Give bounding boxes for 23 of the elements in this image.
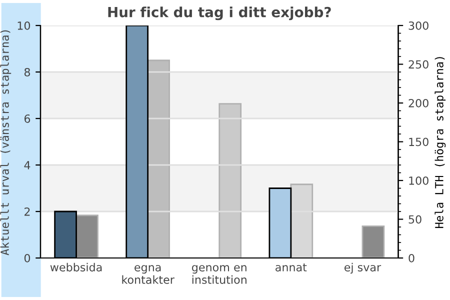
y2-tick-label: 300 [408, 21, 428, 30]
y2-tick-label: 150 [409, 138, 428, 146]
y-tick-label: 4 [24, 161, 30, 170]
x-tick-label: ej svar [344, 262, 382, 274]
chart-title: Hur fick du tag i ditt exjobb? [108, 6, 331, 20]
y-tick-label: 8 [24, 68, 30, 76]
bar [218, 103, 242, 258]
y-axis-title: Aktuellt urval (vänstra staplarna) [0, 30, 12, 256]
y2-tick-label: 100 [409, 176, 428, 185]
bar [362, 226, 385, 258]
y-tick-label: 0 [24, 254, 30, 262]
x-tick-label: egna kontakter [122, 265, 174, 284]
y2-tick-label: 200 [408, 98, 428, 108]
x-tick-label: genom en institution [192, 265, 246, 284]
y2-tick-label: 50 [408, 215, 422, 224]
y-tick-label: 6 [24, 114, 30, 123]
y2-tick-label: 0 [408, 254, 414, 262]
x-tick-label: webbsida [50, 262, 102, 272]
y2-tick-label: 250 [408, 60, 428, 69]
x-tick-label: annat [276, 264, 307, 272]
y-tick-label: 10 [18, 21, 30, 30]
y2-axis-title: Hela LTH (högra staplarna) [434, 57, 446, 228]
y-tick-label: 2 [24, 207, 30, 216]
